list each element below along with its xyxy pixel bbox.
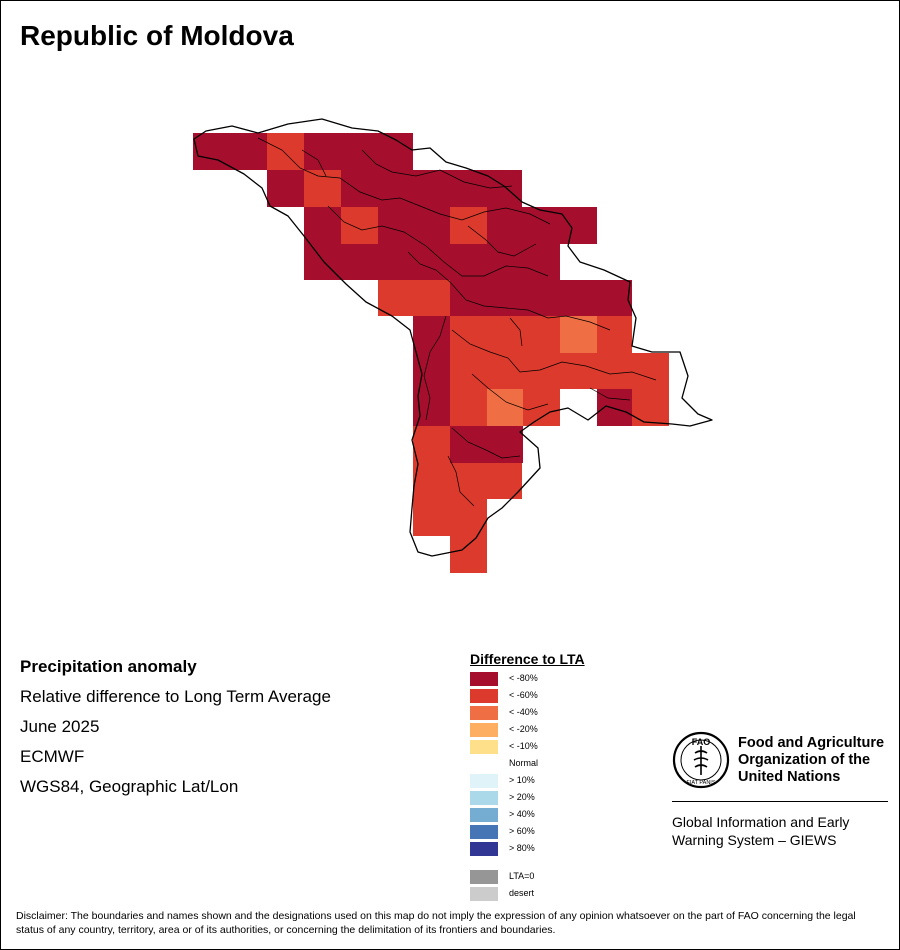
legend-label: < -20%: [509, 724, 538, 734]
info-period: June 2025: [20, 717, 100, 736]
info-projection: WGS84, Geographic Lat/Lon: [20, 777, 239, 796]
district-boundaries: [257, 137, 657, 507]
legend-label: > 40%: [509, 809, 535, 819]
legend-swatch: [470, 842, 498, 856]
legend-swatch: [470, 808, 498, 822]
legend-swatch: [470, 791, 498, 805]
legend-label: > 20%: [509, 792, 535, 802]
precipitation-anomaly-map: [193, 118, 713, 573]
legend-label: > 10%: [509, 775, 535, 785]
legend-label: < -40%: [509, 707, 538, 717]
giews-name: Global Information and Early Warning Sys…: [672, 813, 888, 849]
fao-logo-icon: FAO FIAT PANIS: [672, 731, 730, 789]
legend-label: Normal: [509, 758, 539, 768]
fao-name-line2: Organization of the: [738, 752, 871, 768]
legend-swatch: [470, 757, 498, 771]
anomaly-grid: [193, 133, 669, 573]
legend-label: < -80%: [509, 673, 538, 683]
info-heading: Precipitation anomaly: [20, 657, 197, 676]
legend-title: Difference to LTA: [470, 651, 585, 667]
legend-swatch: [470, 689, 498, 703]
legend-swatch: [470, 672, 498, 686]
fao-logo-motto: FIAT PANIS: [686, 780, 715, 786]
giews-line2: Warning System – GIEWS: [672, 832, 837, 848]
legend-label: < -60%: [509, 690, 538, 700]
legend-swatch: [470, 740, 498, 754]
legend-swatch: [470, 887, 498, 901]
legend-label: desert: [509, 888, 535, 898]
fao-name-line3: United Nations: [738, 769, 841, 785]
legend-label: > 80%: [509, 843, 535, 853]
disclaimer: Disclaimer: The boundaries and names sho…: [16, 910, 856, 936]
legend-swatch: [470, 774, 498, 788]
fao-name-line1: Food and Agriculture: [738, 735, 885, 751]
legend-label: < -10%: [509, 741, 538, 751]
map-info: Precipitation anomaly Relative differenc…: [20, 656, 331, 806]
legend: Difference to LTA < -80% < -60% < -40% < -2…: [470, 651, 585, 901]
legend-swatch: [470, 706, 498, 720]
legend-swatch: [470, 825, 498, 839]
fao-name: Food and Agriculture Organization of the…: [738, 735, 898, 786]
info-source: ECMWF: [20, 747, 85, 766]
legend-label: LTA=0: [509, 871, 535, 881]
giews-line1: Global Information and Early: [672, 814, 850, 830]
legend-swatch: [470, 870, 498, 884]
fao-divider: [672, 801, 888, 802]
map-title: Republic of Moldova: [20, 20, 294, 51]
legend-label: > 60%: [509, 826, 535, 836]
fao-logo-letters: FAO: [692, 737, 711, 747]
country-boundary: [193, 118, 713, 557]
legend-swatch: [470, 723, 498, 737]
info-subtitle: Relative difference to Long Term Average: [20, 687, 331, 706]
